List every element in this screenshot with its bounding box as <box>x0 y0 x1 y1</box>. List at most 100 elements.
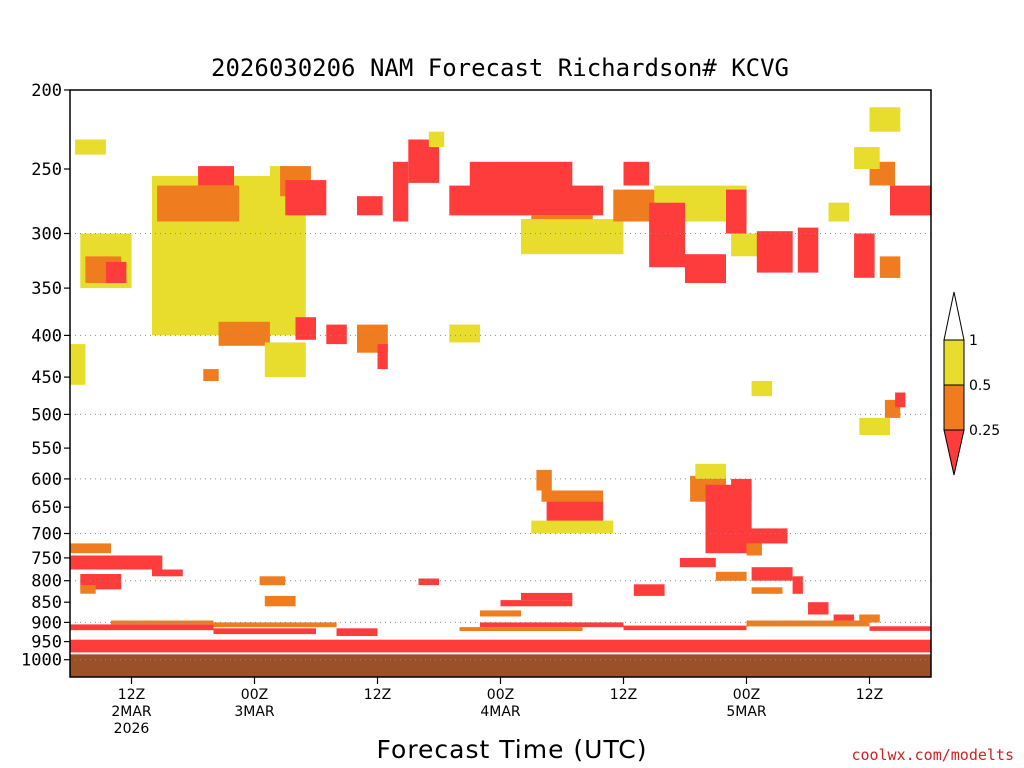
ri-cell-low-70 <box>500 600 573 607</box>
ri-cell-high-37 <box>869 107 901 132</box>
y-tick-label-700: 700 <box>31 525 62 545</box>
ri-cell-low-30 <box>797 227 819 273</box>
ri-cell-low-13 <box>285 180 327 216</box>
ri-cell-low-39 <box>326 324 347 345</box>
ri-cell-mid-63 <box>70 543 111 554</box>
ri-cell-mid-68 <box>264 595 296 607</box>
legend-label-2: 0.25 <box>969 423 1000 439</box>
ri-cell-high-54 <box>695 463 727 479</box>
y-tick-label-400: 400 <box>31 326 62 346</box>
y-tick-label-900: 900 <box>31 613 62 633</box>
ri-cell-low-69 <box>418 578 439 586</box>
ri-cell-low-35 <box>854 233 875 278</box>
ri-cell-low-71 <box>521 592 573 601</box>
surface-line <box>70 652 931 655</box>
y-tick-label-500: 500 <box>31 405 62 425</box>
colorbar-legend: 1 0.5 0.25 <box>943 291 1000 476</box>
ri-cell-high-8 <box>264 342 306 378</box>
ri-cell-mid-58 <box>715 571 747 581</box>
ri-cell-high-9 <box>70 344 86 385</box>
ri-cell-low-75 <box>833 614 855 625</box>
ri-cell-low-41 <box>377 344 388 370</box>
chart-title: 2026030206 NAM Forecast Richardson# KCVG <box>211 54 789 82</box>
y-tick-label-350: 350 <box>31 279 62 299</box>
ri-cell-low-29 <box>756 231 793 273</box>
ri-cell-low-79 <box>336 628 378 636</box>
ri-cell-high-42 <box>449 324 481 343</box>
ri-cell-low-73 <box>633 584 665 596</box>
ri-cell-low-34 <box>890 185 931 216</box>
ri-cell-low-14 <box>357 196 383 216</box>
ground <box>70 654 931 677</box>
legend-label-1: 0.5 <box>969 378 991 394</box>
x-tick-label-6-0: 12Z <box>856 687 883 703</box>
ri-cell-low-45 <box>895 392 906 408</box>
legend-swatch-low <box>943 429 965 476</box>
ri-cell-low-27 <box>726 189 747 234</box>
y-tick-label-600: 600 <box>31 470 62 490</box>
ri-cell-low-15 <box>392 161 409 222</box>
y-tick-label-950: 950 <box>31 633 62 653</box>
ri-cell-high-17 <box>428 131 445 148</box>
ri-cells <box>70 107 931 636</box>
ri-cell-low-86 <box>213 628 316 635</box>
y-tick-label-1000: 1000 <box>21 651 62 671</box>
ri-cell-mid-61 <box>751 587 783 594</box>
y-tick-label-550: 550 <box>31 439 62 459</box>
ri-cell-low-82 <box>623 625 747 631</box>
legend-swatch-mid <box>943 384 965 431</box>
x-tick-label-1-0: 00Z <box>241 687 268 703</box>
ri-cell-low-6 <box>105 261 127 283</box>
y-tick-label-450: 450 <box>31 368 62 388</box>
y-tick-label-250: 250 <box>31 160 62 180</box>
ri-cell-mid-56 <box>746 543 762 556</box>
x-tick-label-0-1: 2MAR <box>111 704 152 720</box>
ri-cell-low-53 <box>726 528 788 544</box>
x-tick-label-0-0: 12Z <box>118 687 145 703</box>
ri-cell-high-31 <box>828 202 849 222</box>
y-tick-label-200: 200 <box>31 81 62 101</box>
x-tick-label-1-1: 3MAR <box>234 704 275 720</box>
ri-cell-high-46 <box>859 417 891 435</box>
ri-cell-high-50 <box>531 520 614 534</box>
ri-cell-high-43 <box>751 381 773 397</box>
ri-cell-low-23 <box>623 161 650 186</box>
ri-cell-mid-36 <box>879 256 901 278</box>
credit-link[interactable]: coolwx.com/modelts <box>851 746 1014 764</box>
ri-cell-low-59 <box>679 557 716 568</box>
x-tick-label-5-0: 00Z <box>733 687 760 703</box>
ri-cell-mid-81 <box>459 627 583 631</box>
x-tick-label-0-2: 2026 <box>114 721 150 737</box>
y-tick-label-750: 750 <box>31 549 62 569</box>
ri-cell-low-3 <box>198 166 234 186</box>
legend-label-0: 1 <box>969 333 978 349</box>
legend-top-arrow <box>943 291 965 341</box>
y-tick-label-800: 800 <box>31 572 62 592</box>
ri-cell-low-25 <box>649 202 685 268</box>
x-tick-label-5-1: 5MAR <box>726 704 767 720</box>
x-tick-label-3-0: 00Z <box>487 687 514 703</box>
x-tick-label-2-0: 12Z <box>364 687 391 703</box>
ri-cell-mid-85 <box>213 622 337 628</box>
pressure-axis: 200 250 300 350 400 450 500 550 600 650 700 750 8008… <box>21 81 70 671</box>
ri-cell-high-33 <box>854 147 880 169</box>
ri-cell-mid-10 <box>203 369 219 381</box>
ri-cell-mid-65 <box>80 585 96 594</box>
surface-layers <box>70 639 931 677</box>
ri-cell-low-66 <box>152 569 183 577</box>
ri-cell-mid-7 <box>218 321 270 346</box>
ri-cell-low-55 <box>731 478 752 502</box>
ri-cell-low-84 <box>869 626 931 631</box>
ri-cell-low-60 <box>792 576 803 594</box>
x-axis-label: Forecast Time (UTC) <box>377 735 648 764</box>
plot-area <box>70 90 931 677</box>
ri-cell-low-57 <box>751 567 793 581</box>
ri-cell-mid-2 <box>157 185 240 222</box>
ri-cell-mid-78 <box>111 620 214 625</box>
y-tick-label-850: 850 <box>31 593 62 613</box>
y-tick-label-650: 650 <box>31 498 62 518</box>
ri-cell-low-77 <box>70 624 214 631</box>
ri-cell-high-0 <box>75 139 106 155</box>
ri-cell-low-80 <box>480 622 624 628</box>
